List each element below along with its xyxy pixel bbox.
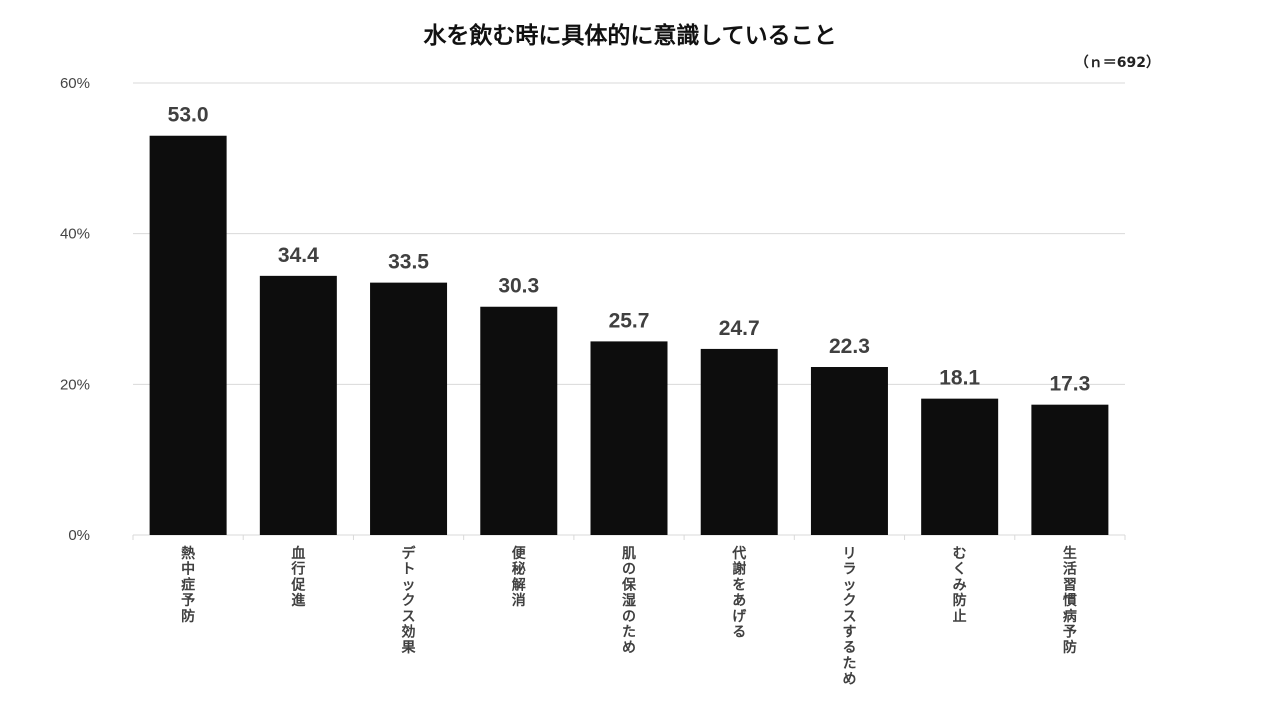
data-label: 22.3 [829,335,870,358]
data-label: 33.5 [388,251,429,274]
category-label: 肌の保湿のため [621,546,637,656]
bar [370,282,448,535]
category-label: 便秘解消 [512,545,527,609]
data-labels: 53.0 34.4 33.5 30.3 25.7 24.7 22.3 18.1 17.3 [168,104,1091,396]
y-axis-ticks: 60% 40% 20% 0% [60,75,90,544]
category-label: デトックス効果 [401,545,417,656]
y-tick-label: 40% [60,226,90,243]
data-label: 25.7 [609,309,650,332]
data-label: 30.3 [498,275,539,298]
category-label: 血行促進 [290,545,306,609]
data-label: 53.0 [168,104,209,127]
category-label: むくみ防止 [953,546,967,625]
bar [259,275,337,535]
y-tick-label: 60% [60,75,90,92]
y-tick-label: 20% [60,376,90,393]
bars [149,135,1109,535]
bar [480,306,558,535]
bar [810,367,888,535]
bar [921,398,999,535]
bar [700,348,778,535]
category-label: 熱中症予防 [181,545,195,625]
bar [149,135,227,535]
data-label: 24.7 [719,317,760,340]
bar [590,341,668,535]
data-label: 18.1 [939,367,980,390]
data-label: 17.3 [1049,373,1090,396]
category-label: 生活習慣病予防 [1062,545,1077,656]
chart-title: 水を飲む時に具体的に意識していること [423,22,836,49]
category-label: 代謝をあげる [731,545,747,641]
category-labels: 熱中症予防 血行促進 デトックス効果 便秘解消 肌の保湿のため 代謝をあげる リラックスする… [181,545,1077,688]
category-label: リラックスするため [842,546,856,688]
y-tick-label: 0% [68,527,90,544]
data-label: 34.4 [278,244,319,267]
bar [1031,404,1109,535]
sample-size-note: （ｎ＝692） [1075,55,1160,71]
